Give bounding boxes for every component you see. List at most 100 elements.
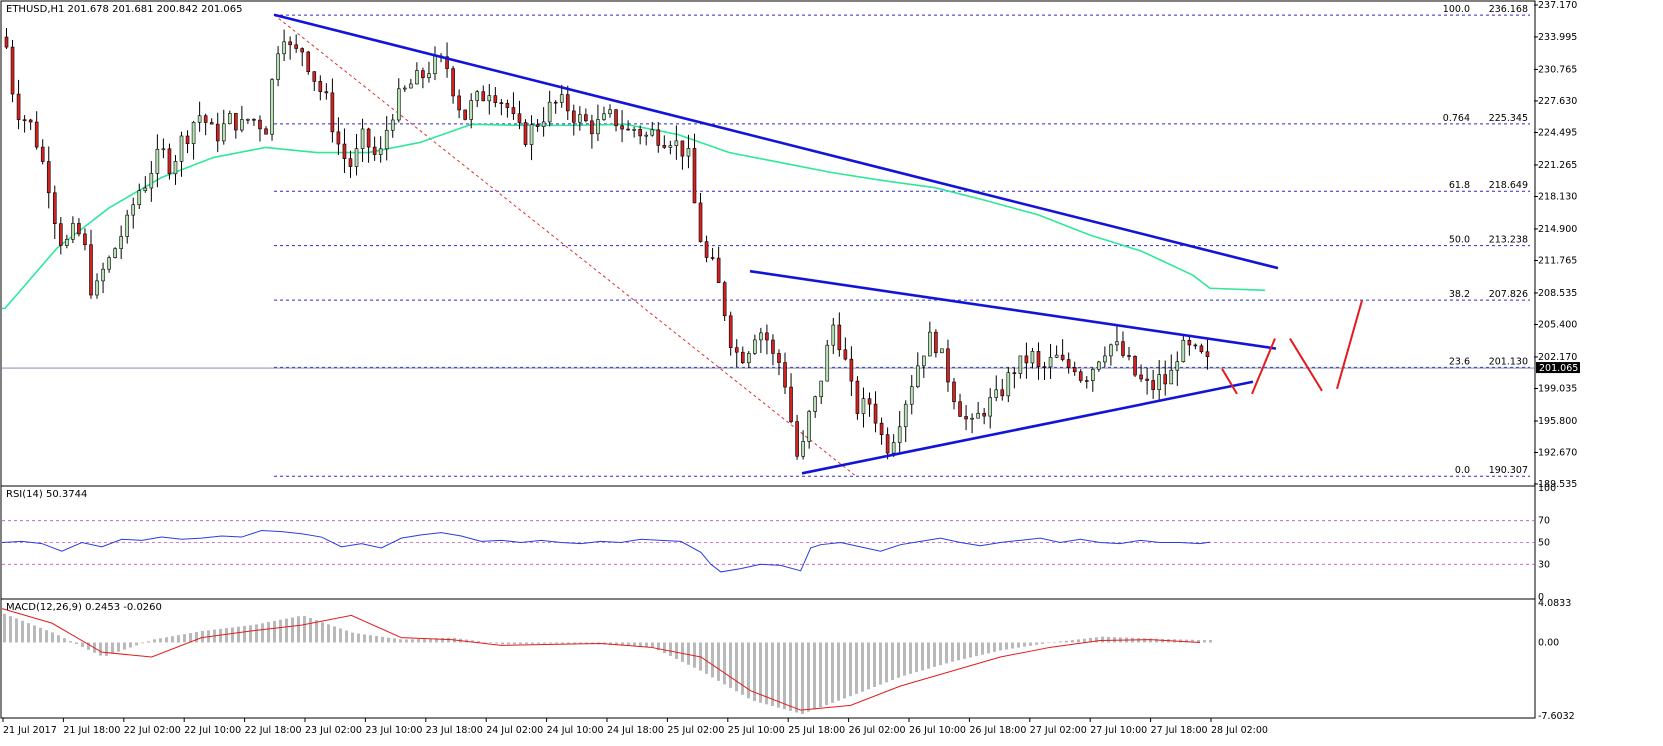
- bear-candle: [421, 70, 425, 78]
- macd-bar: [159, 638, 162, 643]
- bear-candle: [306, 51, 311, 72]
- bull-candle: [1054, 354, 1059, 358]
- bull-candle: [360, 128, 365, 149]
- macd-bar: [849, 642, 852, 697]
- macd-bar: [963, 642, 966, 659]
- macd-bar: [165, 637, 168, 643]
- bull-candle: [149, 173, 154, 189]
- macd-bar: [285, 618, 288, 643]
- macd-bar: [939, 642, 942, 666]
- bear-candle: [765, 332, 769, 341]
- current-price-tag: [1536, 362, 1580, 374]
- macd-bar: [693, 642, 696, 668]
- bull-candle: [915, 365, 920, 387]
- bull-candle: [541, 121, 546, 127]
- time-axis: 21 Jul 2017 21 Jul 18:00 22 Jul 02:00 22 Ju…: [2, 718, 1268, 736]
- bull-candle: [433, 55, 437, 75]
- macd-bar: [1017, 642, 1020, 648]
- bull-candle: [903, 403, 908, 428]
- scenario-segment: [1336, 300, 1363, 390]
- bear-candle: [517, 113, 522, 123]
- macd-bar: [633, 642, 636, 647]
- macd-bar: [687, 642, 690, 665]
- macd-bar: [999, 642, 1002, 651]
- bull-candle: [1103, 355, 1107, 363]
- macd-bar: [273, 620, 276, 643]
- macd-bar: [225, 628, 228, 643]
- bear-candle: [964, 416, 968, 420]
- bear-candle: [1199, 345, 1204, 353]
- bear-candle: [716, 257, 721, 284]
- macd-bar: [375, 636, 378, 643]
- bull-candle: [95, 280, 99, 296]
- macd-bar: [903, 642, 906, 676]
- bear-candle: [795, 421, 799, 457]
- bull-candle: [137, 190, 142, 206]
- bear-candle: [10, 46, 15, 95]
- macd-bar: [447, 637, 450, 643]
- bear-candle: [83, 233, 87, 246]
- bull-candle: [427, 73, 431, 78]
- macd-bar: [351, 632, 354, 643]
- bear-candle: [445, 56, 449, 69]
- bear-candle: [499, 102, 504, 104]
- macd-bar: [621, 642, 624, 646]
- macd-bar: [897, 642, 900, 678]
- macd-bar: [609, 642, 612, 645]
- candles: [4, 28, 1210, 460]
- bear-candle: [264, 128, 268, 135]
- time-tick-label: 28 Jul 02:00: [1211, 725, 1268, 736]
- time-tick-label: 22 Jul 10:00: [184, 725, 241, 736]
- macd-bar: [771, 642, 774, 706]
- macd-bar: [1209, 640, 1212, 643]
- macd-bar: [177, 635, 180, 643]
- bear-candle: [348, 158, 353, 167]
- bear-candle: [1163, 374, 1168, 385]
- price-tick-label: 208.535: [1538, 288, 1577, 299]
- bull-candle: [1109, 344, 1113, 357]
- bear-candle: [4, 36, 9, 48]
- bear-candle: [185, 135, 190, 144]
- time-tick-label: 24 Jul 18:00: [607, 725, 664, 736]
- bull-candle: [197, 115, 202, 123]
- macd-bar: [489, 642, 492, 643]
- macd-tick-label: -7.6032: [1538, 711, 1575, 722]
- main-panel-title: ETHUSD,H1 201.678 201.681 200.842 201.06…: [6, 4, 243, 15]
- macd-bar: [69, 641, 72, 643]
- macd-bar: [1095, 637, 1098, 643]
- bull-candle: [650, 129, 655, 136]
- fib-level-percent: 0.764: [1443, 113, 1470, 124]
- macd-bar: [1029, 642, 1032, 646]
- bear-candle: [342, 143, 347, 159]
- bear-candle: [680, 140, 685, 157]
- macd-signal-line: [1, 608, 1201, 711]
- bull-candle: [753, 339, 757, 354]
- macd-bar: [519, 642, 522, 645]
- bear-candle: [662, 145, 667, 148]
- bull-candle: [1018, 355, 1023, 374]
- macd-bar: [123, 642, 126, 650]
- fib-level-percent: 50.0: [1449, 235, 1470, 246]
- macd-bar: [795, 642, 798, 713]
- macd-bar: [303, 615, 306, 643]
- bear-candle: [1000, 389, 1005, 397]
- main-panel: [0, 0, 1536, 487]
- bull-candle: [807, 411, 811, 442]
- macd-bar: [27, 623, 30, 643]
- rsi-panel-title: RSI(14) 50.3744: [6, 489, 87, 500]
- price-tick-label: 189.535: [1538, 479, 1577, 490]
- price-tick-label: 233.995: [1538, 32, 1577, 43]
- trendline-upper-falling: [273, 13, 1279, 270]
- bear-candle: [553, 101, 558, 104]
- macd-bar: [831, 642, 834, 703]
- bear-candle: [728, 315, 733, 348]
- bear-candle: [493, 95, 498, 103]
- macd-bar: [861, 642, 864, 692]
- bear-candle: [16, 93, 21, 120]
- macd-bar: [345, 630, 348, 643]
- bull-candle: [1115, 341, 1119, 346]
- macd-bar: [525, 642, 528, 644]
- bear-candle: [1145, 378, 1149, 381]
- bull-candle: [396, 88, 401, 121]
- fib-level-percent: 61.8: [1449, 180, 1470, 191]
